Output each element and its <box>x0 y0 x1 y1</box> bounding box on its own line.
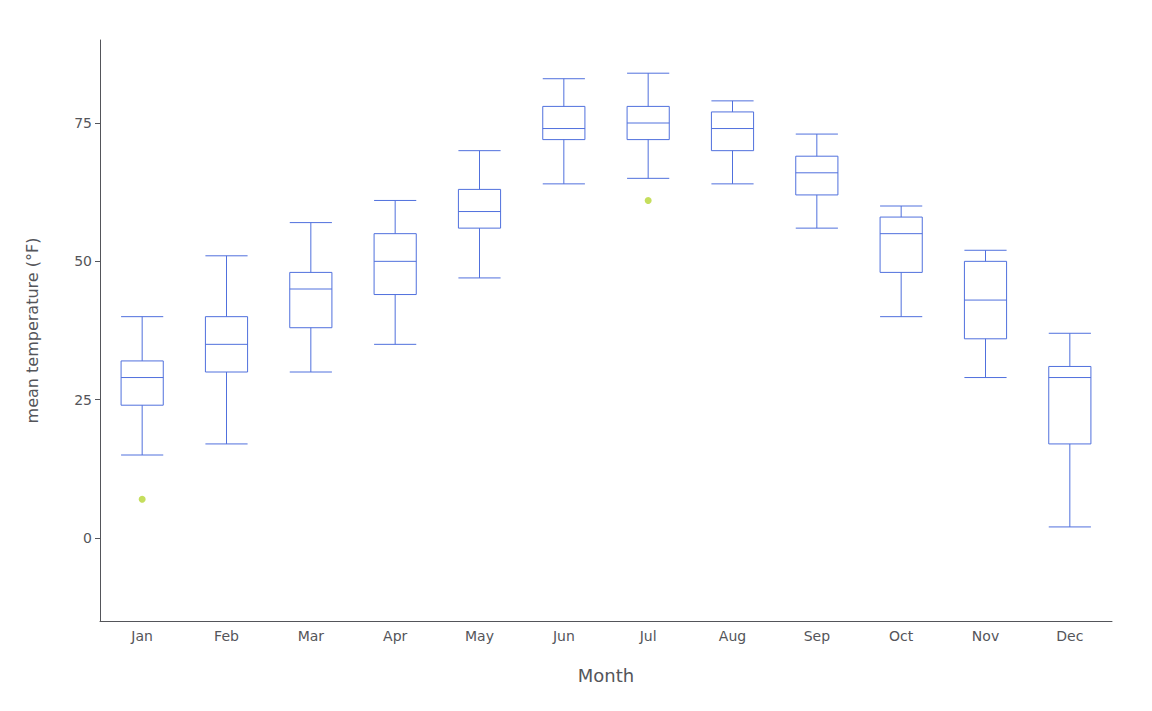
svg-text:Jan: Jan <box>130 628 153 644</box>
svg-text:Aug: Aug <box>719 628 746 644</box>
svg-text:Dec: Dec <box>1056 628 1083 644</box>
svg-text:0: 0 <box>83 530 92 546</box>
svg-text:Month: Month <box>578 665 634 686</box>
svg-text:50: 50 <box>74 253 92 269</box>
svg-text:mean temperature (°F): mean temperature (°F) <box>23 238 42 424</box>
svg-text:Nov: Nov <box>972 628 999 644</box>
svg-text:75: 75 <box>74 115 92 131</box>
svg-text:Sep: Sep <box>804 628 831 644</box>
svg-text:Oct: Oct <box>889 628 914 644</box>
svg-text:Apr: Apr <box>383 628 407 644</box>
svg-text:25: 25 <box>74 392 92 408</box>
svg-text:May: May <box>465 628 494 644</box>
svg-text:Jul: Jul <box>639 628 657 644</box>
svg-text:Mar: Mar <box>298 628 325 644</box>
svg-text:Feb: Feb <box>214 628 239 644</box>
svg-text:Jun: Jun <box>552 628 575 644</box>
